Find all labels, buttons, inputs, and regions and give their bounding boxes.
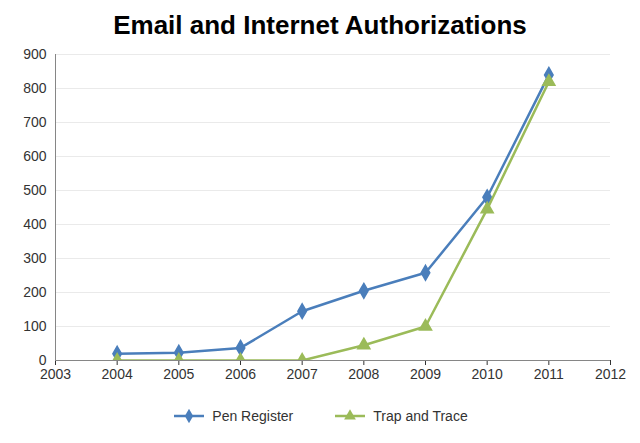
- svg-text:500: 500: [23, 182, 47, 198]
- svg-text:2005: 2005: [163, 366, 194, 382]
- svg-text:0: 0: [38, 352, 47, 368]
- svg-text:2003: 2003: [40, 366, 71, 382]
- svg-text:2006: 2006: [225, 366, 256, 382]
- svg-text:700: 700: [23, 114, 47, 130]
- svg-text:600: 600: [23, 148, 47, 164]
- html-text:Email and Internet Authorizati: Email and Internet Authorizations: [113, 10, 527, 40]
- svg-text:400: 400: [23, 216, 47, 232]
- svg-text:300: 300: [23, 250, 47, 266]
- html-text:Trap and Trace: Trap and Trace: [373, 408, 468, 424]
- svg-text:2011: 2011: [534, 366, 564, 382]
- svg-text:800: 800: [23, 80, 47, 96]
- svg-text:100: 100: [23, 318, 47, 334]
- svg-text:2008: 2008: [348, 366, 379, 382]
- svg-text:2009: 2009: [410, 366, 441, 382]
- svg-text:2007: 2007: [287, 366, 318, 382]
- svg-text:900: 900: [23, 46, 47, 62]
- svg-text:200: 200: [23, 284, 47, 300]
- svg-text:2012: 2012: [595, 366, 626, 382]
- svg-text:2004: 2004: [102, 366, 133, 382]
- html-text:Pen Register: Pen Register: [212, 408, 294, 424]
- svg-text:2010: 2010: [472, 366, 503, 382]
